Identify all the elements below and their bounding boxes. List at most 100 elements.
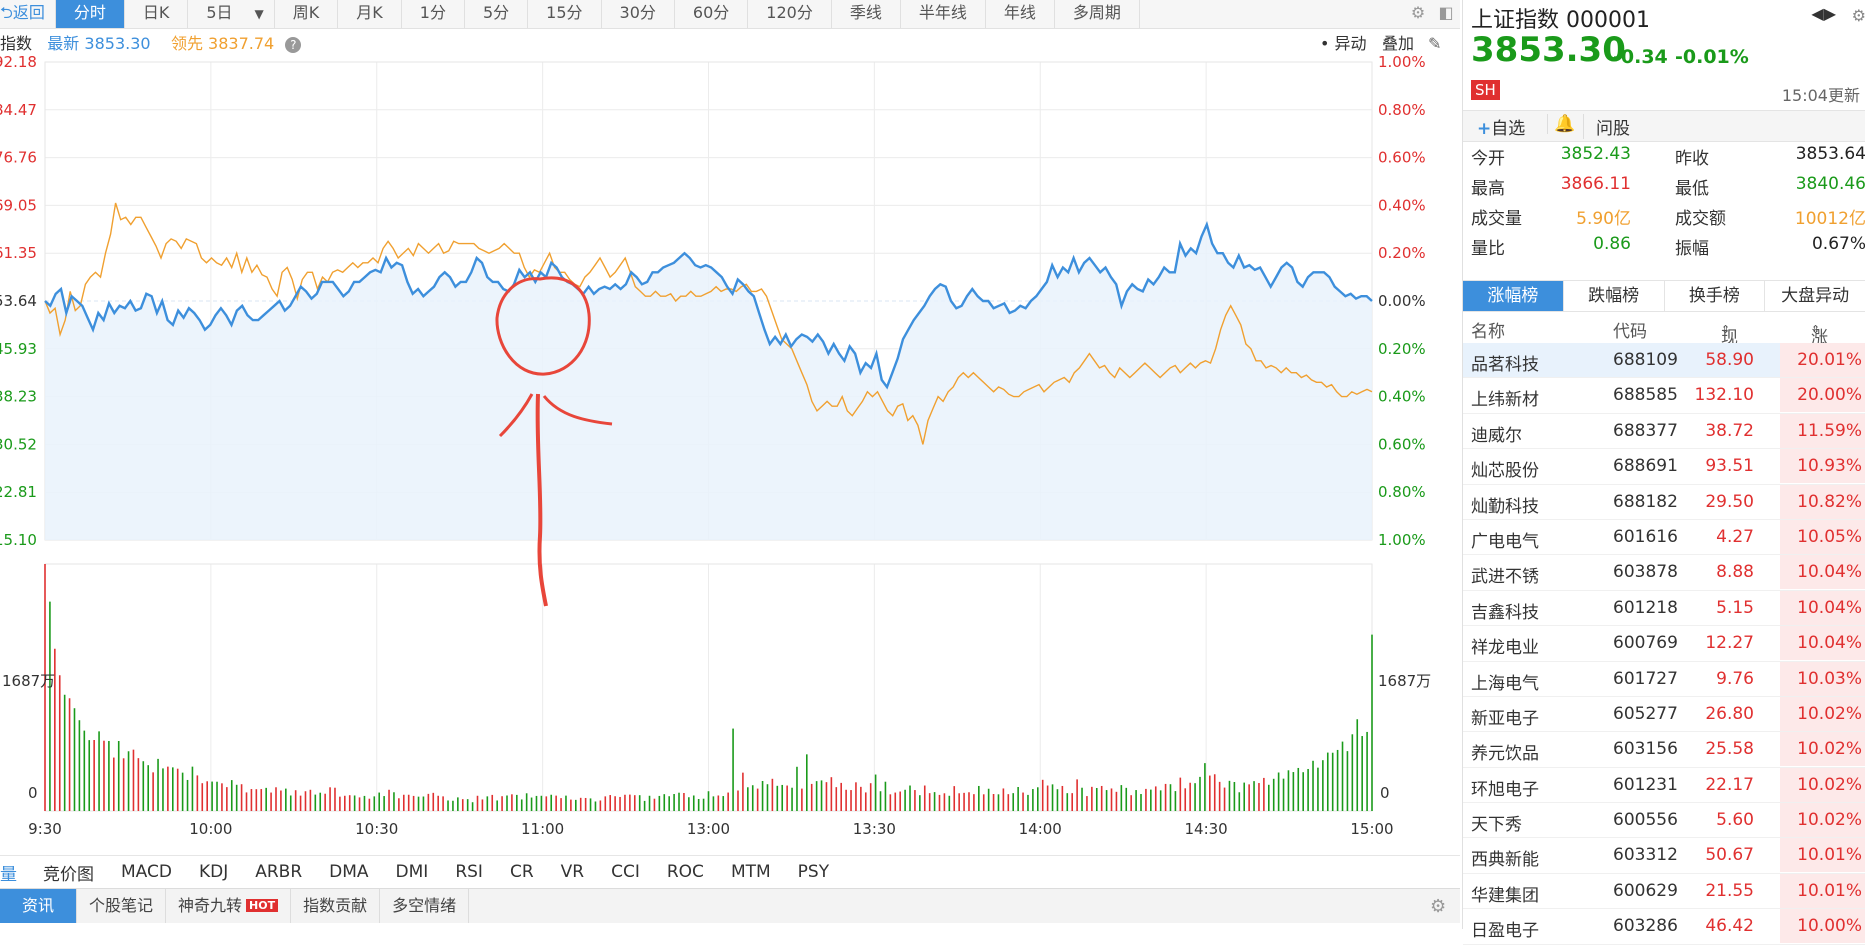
- add-watch-button[interactable]: +自选: [1477, 119, 1526, 139]
- tab-15min[interactable]: 15分: [528, 0, 602, 28]
- indicator-dma[interactable]: DMA: [329, 862, 369, 882]
- tab-halfyear[interactable]: 半年线: [901, 0, 986, 28]
- bell-icon[interactable]: 🔔: [1547, 114, 1581, 134]
- table-row[interactable]: 日盈电子 603286 46.42 10.00%: [1463, 909, 1865, 945]
- table-row[interactable]: 上纬新材 688585 132.10 20.00%: [1463, 378, 1865, 414]
- quote-title: 上证指数 000001: [1471, 8, 1650, 33]
- stock-name: 天下秀: [1471, 815, 1522, 836]
- intraday-chart[interactable]: 92.18 1.00% 84.47 0.80% 76.76 0.60% 69.05 0.40%…: [0, 56, 1460, 856]
- indicator-macd[interactable]: MACD: [121, 862, 172, 882]
- table-row[interactable]: 上海电气 601727 9.76 10.03%: [1463, 661, 1865, 697]
- table-row[interactable]: 灿芯股份 688691 93.51 10.93%: [1463, 449, 1865, 485]
- indicator-kdj[interactable]: KDJ: [198, 862, 229, 882]
- tab-1min[interactable]: 1分: [402, 0, 465, 28]
- tab-losers[interactable]: 跌幅榜: [1564, 281, 1665, 311]
- tab-fenshi[interactable]: 分时: [55, 0, 125, 28]
- stock-price: 22.17: [1705, 774, 1754, 795]
- x-tick: 13:00: [687, 820, 730, 838]
- x-tick: 11:00: [521, 820, 564, 838]
- quote-panel: 上证指数 000001 ◀▶ ⚙ 3853.30 -0.34 -0.01% SH…: [1462, 0, 1865, 945]
- brush-icon[interactable]: ✎: [1428, 34, 1442, 53]
- table-row[interactable]: 天下秀 600556 5.60 10.02%: [1463, 803, 1865, 839]
- stock-change-pct: 10.82%: [1780, 484, 1865, 519]
- table-row[interactable]: 新亚电子 605277 26.80 10.02%: [1463, 696, 1865, 733]
- tab-multi-period[interactable]: 多周期: [1055, 0, 1140, 28]
- stat-label: 最低: [1675, 179, 1709, 199]
- period-toolbar: ⮌返回 分时 日K 5日 ▼ 周K 月K 1分 5分 15分 30分 60分 12…: [0, 0, 1460, 29]
- indicator-jingjia[interactable]: 竞价图: [43, 864, 94, 885]
- indicator-rsi[interactable]: RSI: [455, 862, 483, 882]
- stock-code: 601616: [1613, 526, 1678, 547]
- stock-code: 603156: [1613, 739, 1678, 760]
- indicator-cr[interactable]: CR: [509, 862, 534, 882]
- tab-gainers[interactable]: 涨幅榜: [1463, 281, 1564, 311]
- stat-label: 量比: [1471, 239, 1505, 259]
- tab-5min[interactable]: 5分: [465, 0, 529, 28]
- info-tab-bar: 资讯 个股笔记 神奇九转 HOT 指数贡献 多空情绪 ⚙: [0, 888, 1460, 923]
- stock-price: 50.67: [1705, 845, 1754, 866]
- stock-change-pct: 10.02%: [1780, 767, 1865, 802]
- overlay-button[interactable]: 叠加: [1382, 34, 1415, 53]
- tab-jiuzhuan[interactable]: 神奇九转 HOT: [166, 889, 292, 923]
- tab-sentiment[interactable]: 多空情绪: [380, 889, 470, 923]
- stat-value: 3840.46: [1795, 174, 1865, 194]
- table-row[interactable]: 环旭电子 601231 22.17 10.02%: [1463, 767, 1865, 804]
- indicator-dmi[interactable]: DMI: [395, 862, 429, 882]
- tab-news[interactable]: 资讯: [0, 889, 78, 923]
- table-row[interactable]: 养元饮品 603156 25.58 10.02%: [1463, 732, 1865, 768]
- latest-label: 最新: [47, 34, 80, 53]
- table-row[interactable]: 灿勤科技 688182 29.50 10.82%: [1463, 484, 1865, 520]
- tab-notes[interactable]: 个股笔记: [77, 889, 167, 923]
- volume-zero-label-left: 0: [28, 784, 38, 802]
- table-row[interactable]: 吉鑫科技 601218 5.15 10.04%: [1463, 590, 1865, 627]
- indicator-vr[interactable]: VR: [560, 862, 585, 882]
- table-row[interactable]: 迪威尔 688377 38.72 11.59%: [1463, 413, 1865, 450]
- tab-year[interactable]: 年线: [986, 0, 1055, 28]
- tab-5day[interactable]: 5日 ▼: [188, 0, 275, 28]
- prev-next-icon[interactable]: ◀▶: [1811, 4, 1836, 23]
- table-row[interactable]: 武进不锈 603878 8.88 10.04%: [1463, 555, 1865, 591]
- indicator-roc[interactable]: ROC: [666, 862, 704, 882]
- tab-monthly-k[interactable]: 月K: [338, 0, 402, 28]
- settings-gear-icon[interactable]: ⚙: [1430, 895, 1447, 917]
- y-right-tick: 0.40%: [1378, 388, 1426, 406]
- stock-name: 吉鑫科技: [1471, 602, 1539, 623]
- hot-badge: HOT: [246, 899, 279, 912]
- tab-turnover[interactable]: 换手榜: [1665, 281, 1766, 311]
- tab-index-contribution[interactable]: 指数贡献: [291, 889, 381, 923]
- table-row[interactable]: 品茗科技 688109 58.90 20.01%: [1463, 343, 1865, 379]
- latest-value: 3853.30: [84, 34, 151, 53]
- stat-value: 0.86: [1593, 234, 1631, 254]
- tab-30min[interactable]: 30分: [602, 0, 675, 28]
- stock-change-pct: 10.01%: [1780, 873, 1865, 908]
- table-row[interactable]: 祥龙电业 600769 12.27 10.04%: [1463, 626, 1865, 662]
- tab-weekly-k[interactable]: 周K: [275, 0, 339, 28]
- tab-quarter[interactable]: 季线: [832, 0, 901, 28]
- header-name[interactable]: 名称: [1471, 322, 1505, 342]
- y-left-tick: 69.05: [0, 196, 37, 214]
- indicator-cci[interactable]: CCI: [611, 862, 640, 882]
- stock-price: 5.15: [1716, 597, 1754, 618]
- help-icon[interactable]: ?: [285, 37, 302, 53]
- gear-icon[interactable]: ⚙: [1410, 3, 1426, 22]
- yidong-toggle[interactable]: • 异动: [1320, 34, 1367, 53]
- stock-change-pct: 10.05%: [1780, 519, 1865, 554]
- table-row[interactable]: 广电电气 601616 4.27 10.05%: [1463, 519, 1865, 556]
- ask-button[interactable]: 问股: [1583, 114, 1630, 139]
- table-row[interactable]: 华建集团 600629 21.55 10.01%: [1463, 873, 1865, 910]
- settings-icon[interactable]: ⚙: [1851, 6, 1865, 25]
- tab-120min[interactable]: 120分: [748, 0, 832, 28]
- back-button[interactable]: ⮌返回: [0, 0, 56, 28]
- indicator-psy[interactable]: PSY: [797, 862, 830, 882]
- tab-market-alerts[interactable]: 大盘异动: [1765, 281, 1865, 311]
- indicator-mtm[interactable]: MTM: [730, 862, 771, 882]
- stock-price: 12.27: [1705, 633, 1754, 654]
- header-code[interactable]: 代码: [1613, 322, 1647, 342]
- indicator-arbr[interactable]: ARBR: [255, 862, 303, 882]
- tab-60min[interactable]: 60分: [675, 0, 749, 28]
- stock-change-pct: 11.59%: [1780, 413, 1865, 448]
- indicator-volume[interactable]: 量: [0, 864, 17, 885]
- table-row[interactable]: 西典新能 603312 50.67 10.01%: [1463, 838, 1865, 874]
- sidebar-toggle-icon[interactable]: ◧: [1438, 3, 1454, 22]
- tab-daily-k[interactable]: 日K: [125, 0, 189, 28]
